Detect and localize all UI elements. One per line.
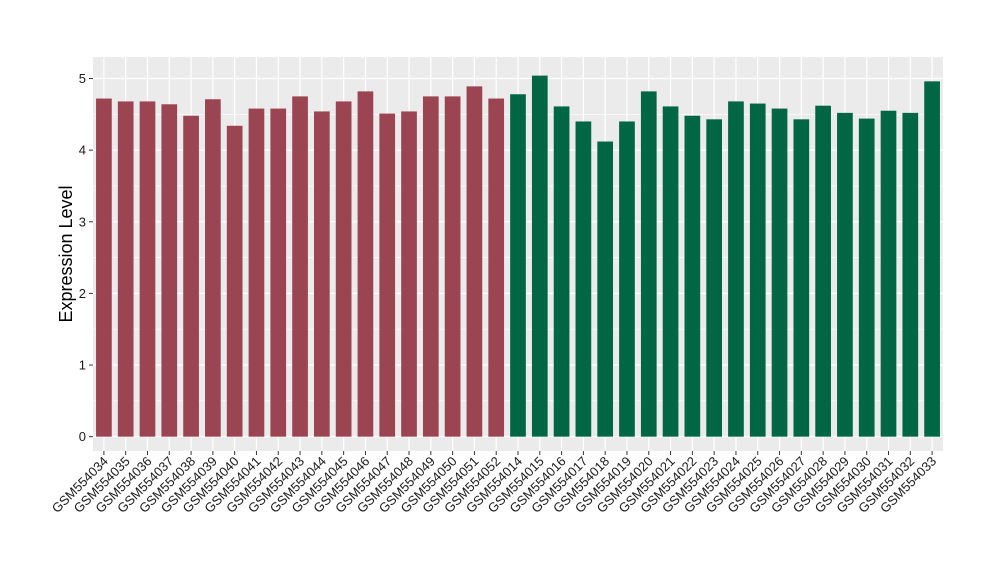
bar-GSM554035 <box>117 101 134 437</box>
bar-GSM554027 <box>793 119 810 437</box>
bar-GSM554052 <box>488 98 505 437</box>
bar-GSM554020 <box>640 91 657 437</box>
bar-GSM554032 <box>902 112 919 437</box>
y-axis: 0 1 2 3 4 5 <box>79 71 93 444</box>
bar-GSM554051 <box>466 86 483 437</box>
bar-GSM554047 <box>379 113 396 437</box>
bar-GSM554031 <box>880 110 897 437</box>
bar-GSM554030 <box>858 118 875 437</box>
x-axis: GSM554034GSM554035GSM554036GSM554037GSM5… <box>49 451 939 516</box>
y-tick-label: 1 <box>79 358 86 373</box>
bar-GSM554028 <box>815 105 831 437</box>
bar-GSM554025 <box>749 103 766 437</box>
bar-GSM554017 <box>575 121 592 437</box>
bar-GSM554037 <box>161 104 178 437</box>
bar-GSM554048 <box>401 111 417 437</box>
bars <box>96 75 940 437</box>
bar-GSM554021 <box>662 106 679 437</box>
bar-GSM554041 <box>248 108 265 437</box>
bar-GSM554015 <box>531 75 548 437</box>
bar-GSM554022 <box>684 115 701 437</box>
bar-GSM554049 <box>422 96 439 437</box>
bar-GSM554039 <box>205 99 221 437</box>
bar-GSM554044 <box>314 111 330 437</box>
y-axis-title: Expression Level <box>56 185 76 322</box>
bar-GSM554023 <box>706 119 722 437</box>
bar-GSM554034 <box>96 98 112 437</box>
bar-GSM554014 <box>510 94 526 437</box>
bar-GSM554026 <box>771 108 788 437</box>
y-tick-label: 4 <box>79 143 86 158</box>
y-tick-label: 5 <box>79 71 86 86</box>
bar-GSM554045 <box>335 101 352 437</box>
bar-GSM554043 <box>292 96 308 437</box>
bar-GSM554033 <box>924 81 940 437</box>
bar-GSM554024 <box>728 101 744 437</box>
bar-GSM554036 <box>139 101 156 437</box>
y-tick-label: 2 <box>79 286 86 301</box>
bar-GSM554038 <box>183 115 199 437</box>
bar-GSM554018 <box>597 141 614 437</box>
bar-GSM554042 <box>270 108 287 437</box>
y-tick-label: 3 <box>79 214 86 229</box>
bar-GSM554016 <box>553 106 570 437</box>
bar-GSM554050 <box>444 96 461 437</box>
bar-GSM554046 <box>357 91 374 437</box>
bar-GSM554040 <box>226 125 243 437</box>
bar-GSM554029 <box>837 112 853 437</box>
bar-GSM554019 <box>619 121 635 437</box>
y-tick-label: 0 <box>79 429 86 444</box>
